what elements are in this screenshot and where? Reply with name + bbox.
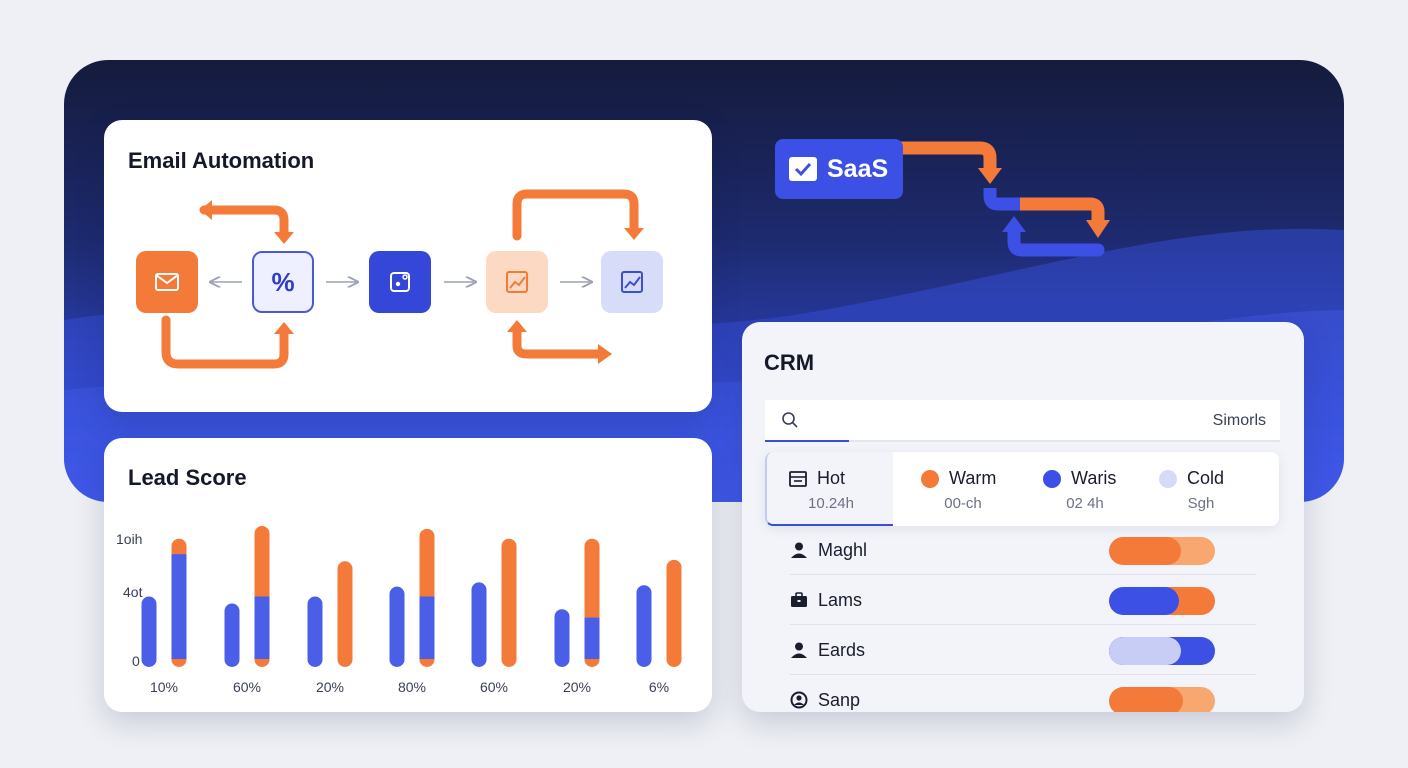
- tab-hot[interactable]: Hot 10.24h: [765, 452, 893, 526]
- lead-score-card: Lead Score 1oih 4ot 0 10% 60% 20% 80% 60% 20%…: [104, 438, 712, 712]
- chart-icon[interactable]: [601, 251, 663, 313]
- crm-title: CRM: [764, 350, 815, 375]
- search-input[interactable]: Simorls: [765, 400, 1280, 442]
- row-name: Lams: [818, 590, 863, 610]
- bar: [224, 603, 240, 667]
- mail-icon[interactable]: [136, 251, 198, 313]
- x-tick-label: 6%: [649, 679, 669, 695]
- briefcase-icon: [791, 592, 807, 607]
- status-bar-fill: [1109, 537, 1182, 565]
- tab-sub: 00-ch: [944, 495, 982, 512]
- search-label: Simorls: [1212, 412, 1266, 429]
- search-icon: [782, 412, 798, 428]
- list-item[interactable]: Maghl: [790, 525, 1256, 575]
- crm-card: CRM Simorls Hot 10.24h Warm 00-ch Waris …: [742, 322, 1304, 712]
- x-tick-label: 60%: [233, 679, 261, 695]
- status-bar: [1109, 687, 1215, 712]
- status-bar-fill: [1109, 687, 1184, 712]
- bar: [337, 561, 353, 667]
- saas-label: SaaS: [827, 154, 889, 183]
- chart-icon[interactable]: [486, 251, 548, 313]
- saas-flow-arrows: [900, 141, 1110, 257]
- row-name: Sanp: [818, 690, 861, 710]
- email-automation-card: Email Automation %: [104, 120, 712, 412]
- tab-label: Hot: [817, 468, 846, 488]
- crm-tab-bar: Hot 10.24h Warm 00-ch Waris 02 4h Cold S…: [765, 452, 1279, 526]
- list-item[interactable]: Sanp: [790, 675, 1256, 712]
- y-tick-label: 4ot: [123, 584, 143, 600]
- bar: [471, 582, 487, 667]
- percent-icon[interactable]: %: [252, 251, 314, 313]
- waris-dot: [1043, 469, 1061, 488]
- tab-label: Warm: [949, 468, 997, 488]
- cold-dot: [1159, 469, 1177, 488]
- person-icon: [791, 642, 807, 658]
- status-bar-fill: [1109, 587, 1179, 615]
- bar: [501, 538, 517, 667]
- saas-badge[interactable]: SaaS: [775, 139, 903, 199]
- x-tick-label: 20%: [563, 679, 591, 695]
- tab-sub: Sgh: [1187, 495, 1215, 512]
- tab-cold[interactable]: Cold Sgh: [1137, 452, 1265, 526]
- x-tick-label: 80%: [398, 679, 426, 695]
- tab-sub: 02 4h: [1066, 495, 1104, 512]
- bar: [141, 596, 157, 667]
- email-automation-title: Email Automation: [128, 148, 315, 173]
- tab-label: Cold: [1187, 468, 1225, 488]
- inbox-icon: [789, 470, 807, 487]
- search-underline: [765, 440, 849, 442]
- bar: [666, 559, 682, 667]
- tab-label: Waris: [1071, 468, 1117, 488]
- bar-segment: [584, 617, 600, 659]
- check-icon: [789, 157, 817, 181]
- list-item[interactable]: Lams: [790, 575, 1256, 625]
- tab-sub: 10.24h: [808, 495, 854, 512]
- bar-segment: [171, 554, 187, 659]
- bar-segment: [419, 596, 435, 659]
- list-item[interactable]: Eards: [790, 625, 1256, 675]
- person-icon: [791, 542, 807, 558]
- y-tick-label: 1oih: [116, 531, 142, 547]
- warm-dot: [921, 469, 939, 488]
- status-bar: [1109, 537, 1215, 565]
- row-name: Eards: [818, 640, 866, 660]
- status-bar: [1109, 587, 1215, 615]
- status-bar: [1109, 637, 1215, 665]
- status-bar-fill: [1109, 637, 1182, 665]
- lead-score-title: Lead Score: [128, 465, 247, 490]
- tab-waris[interactable]: Waris 02 4h: [1021, 452, 1149, 526]
- dashboard-icon[interactable]: [369, 251, 431, 313]
- tab-warm[interactable]: Warm 00-ch: [899, 452, 1027, 526]
- y-tick-label: 0: [132, 653, 140, 669]
- bar: [389, 586, 405, 667]
- row-name: Maghl: [818, 540, 868, 560]
- user-circle-icon: [790, 691, 808, 709]
- lead-score-chart: 1oih 4ot 0 10% 60% 20% 80% 60% 20% 6%: [116, 526, 682, 695]
- x-tick-label: 10%: [150, 679, 178, 695]
- bar: [554, 609, 570, 667]
- percent-label: %: [271, 266, 295, 297]
- x-tick-label: 60%: [480, 679, 508, 695]
- x-tick-label: 20%: [316, 679, 344, 695]
- bar: [636, 585, 652, 667]
- bar-segment: [254, 596, 270, 659]
- bar: [307, 596, 323, 667]
